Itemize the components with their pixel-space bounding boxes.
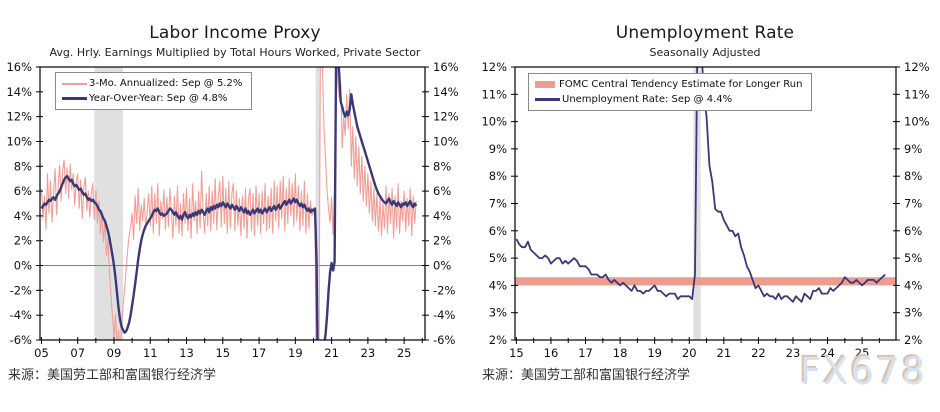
svg-text:2%: 2% — [904, 333, 922, 347]
svg-text:21: 21 — [717, 346, 732, 360]
svg-text:6%: 6% — [489, 224, 507, 238]
legend-item: Year-Over-Year: Sep @ 4.8% — [62, 91, 242, 106]
svg-text:16%: 16% — [433, 60, 459, 74]
svg-text:7%: 7% — [489, 197, 507, 211]
svg-text:4%: 4% — [904, 278, 922, 292]
svg-text:14%: 14% — [433, 85, 459, 99]
legend-label: Year-Over-Year: Sep @ 4.8% — [89, 93, 228, 104]
legend-item: Unemployment Rate: Sep @ 4.4% — [535, 92, 802, 107]
svg-text:25: 25 — [397, 346, 412, 360]
svg-text:19: 19 — [647, 346, 662, 360]
svg-text:10%: 10% — [433, 134, 459, 148]
svg-text:16: 16 — [544, 346, 559, 360]
svg-text:21: 21 — [324, 346, 339, 360]
legend-item: FOMC Central Tendency Estimate for Longe… — [535, 77, 802, 92]
svg-text:8%: 8% — [433, 159, 451, 173]
svg-text:6%: 6% — [433, 184, 451, 198]
svg-text:09: 09 — [107, 346, 122, 360]
svg-text:17: 17 — [252, 346, 267, 360]
svg-text:6%: 6% — [904, 224, 922, 238]
svg-text:19: 19 — [288, 346, 303, 360]
line-swatch-icon — [62, 82, 87, 85]
svg-text:10%: 10% — [904, 115, 930, 129]
line-swatch-icon — [62, 97, 87, 100]
svg-text:8%: 8% — [14, 159, 32, 173]
svg-text:8%: 8% — [489, 169, 507, 183]
labor-income-chart-header: Labor Income Proxy Avg. Hrly. Earnings M… — [0, 23, 470, 59]
chart-title: Labor Income Proxy — [149, 23, 321, 43]
legend-label: 3-Mo. Annualized: Sep @ 5.2% — [89, 78, 243, 89]
svg-text:05: 05 — [34, 346, 49, 360]
svg-text:14%: 14% — [6, 85, 32, 99]
svg-text:0%: 0% — [433, 259, 451, 273]
svg-text:-2%: -2% — [433, 283, 455, 297]
svg-text:8%: 8% — [904, 169, 922, 183]
svg-text:11: 11 — [143, 346, 158, 360]
watermark: FX678 — [800, 350, 928, 393]
legend-unemployment: FOMC Central Tendency Estimate for Longe… — [528, 73, 813, 111]
band-swatch-icon — [535, 81, 555, 88]
svg-text:5%: 5% — [904, 251, 922, 265]
svg-text:2%: 2% — [14, 234, 32, 248]
chart-subtitle: Avg. Hrly. Earnings Multiplied by Total … — [49, 46, 421, 59]
svg-text:2%: 2% — [489, 333, 507, 347]
svg-text:3%: 3% — [904, 306, 922, 320]
svg-text:11%: 11% — [904, 87, 930, 101]
svg-text:15: 15 — [509, 346, 524, 360]
svg-text:-6%: -6% — [433, 333, 455, 347]
svg-text:-6%: -6% — [10, 333, 32, 347]
svg-text:5%: 5% — [489, 251, 507, 265]
svg-text:4%: 4% — [433, 209, 451, 223]
svg-text:13: 13 — [179, 346, 194, 360]
svg-text:11%: 11% — [481, 87, 507, 101]
svg-text:23: 23 — [786, 346, 801, 360]
svg-text:6%: 6% — [14, 184, 32, 198]
legend-label: Unemployment Rate: Sep @ 4.4% — [562, 94, 733, 105]
svg-text:20: 20 — [682, 346, 697, 360]
source-note-left: 来源：美国劳工部和富国银行经济学 — [8, 368, 217, 383]
unemployment-chart-header: Unemployment Rate Seasonally Adjusted — [470, 23, 940, 59]
unemployment-plot: 15 16 17 18 19 20 21 22 23 24 25 2% 2% 3% 3% 4% 4% 5% 5% 6%… — [481, 60, 930, 360]
legend-label: FOMC Central Tendency Estimate for Longe… — [559, 79, 803, 90]
svg-text:16%: 16% — [6, 60, 32, 74]
svg-text:24: 24 — [820, 346, 835, 360]
svg-text:25: 25 — [855, 346, 870, 360]
legend-item: 3-Mo. Annualized: Sep @ 5.2% — [62, 76, 242, 91]
svg-text:-4%: -4% — [10, 308, 32, 322]
labor-income-plot: 05 07 09 11 13 15 17 19 21 23 25 -6% -6% -4% -4% -2% -2%… — [6, 60, 459, 360]
svg-text:18: 18 — [613, 346, 628, 360]
svg-text:9%: 9% — [489, 142, 507, 156]
svg-text:7%: 7% — [904, 197, 922, 211]
line-swatch-icon — [535, 98, 560, 101]
svg-text:4%: 4% — [14, 209, 32, 223]
svg-text:-4%: -4% — [433, 308, 455, 322]
svg-text:12%: 12% — [6, 110, 32, 124]
svg-text:4%: 4% — [489, 278, 507, 292]
svg-text:3%: 3% — [489, 306, 507, 320]
svg-text:12%: 12% — [904, 60, 930, 74]
svg-text:12%: 12% — [433, 110, 459, 124]
svg-text:10%: 10% — [481, 115, 507, 129]
svg-text:17: 17 — [578, 346, 593, 360]
svg-text:15: 15 — [215, 346, 230, 360]
chart-title: Unemployment Rate — [615, 23, 795, 43]
svg-text:22: 22 — [751, 346, 766, 360]
svg-text:2%: 2% — [433, 234, 451, 248]
svg-text:07: 07 — [70, 346, 85, 360]
svg-text:10%: 10% — [6, 134, 32, 148]
chart-subtitle: Seasonally Adjusted — [649, 46, 761, 59]
svg-text:12%: 12% — [481, 60, 507, 74]
svg-text:9%: 9% — [904, 142, 922, 156]
legend-labor-income: 3-Mo. Annualized: Sep @ 5.2% Year-Over-Y… — [55, 72, 253, 110]
source-note-right: 来源：美国劳工部和富国银行经济学 — [482, 368, 691, 383]
svg-text:0%: 0% — [14, 259, 32, 273]
svg-text:23: 23 — [361, 346, 376, 360]
svg-text:-2%: -2% — [10, 283, 32, 297]
